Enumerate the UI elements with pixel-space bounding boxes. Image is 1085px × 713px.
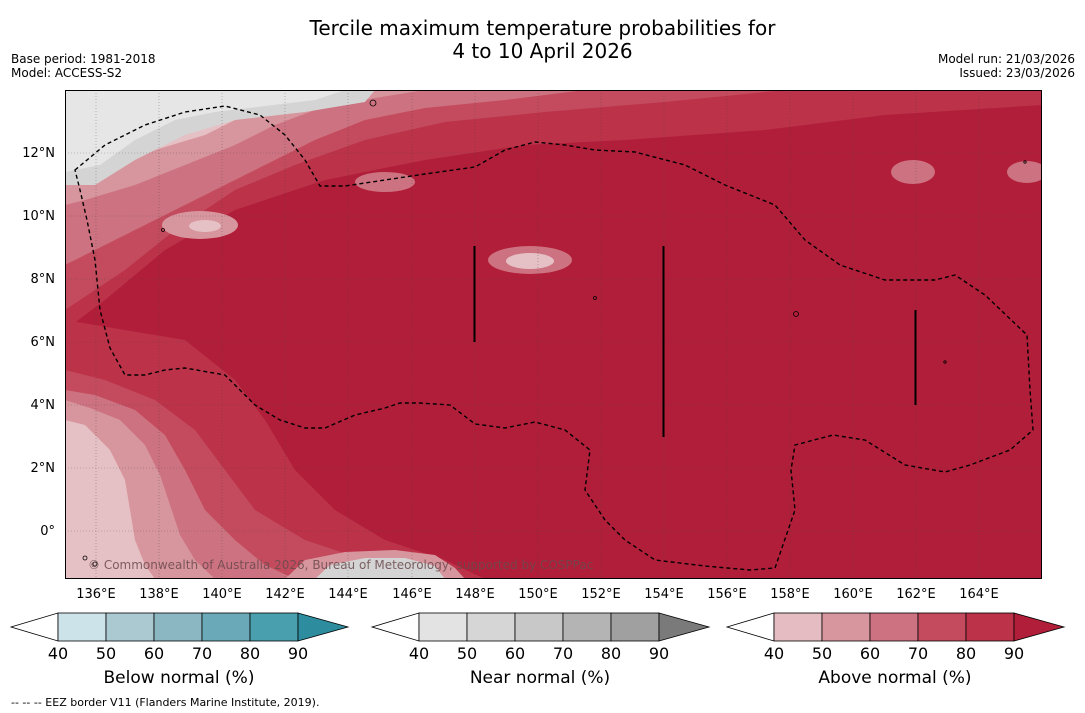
model-label: Model: ACCESS-S2 bbox=[11, 66, 123, 80]
colorbar-above-tick: 70 bbox=[907, 644, 929, 663]
copyright-notice: © Commonwealth of Australia 2026, Bureau… bbox=[88, 558, 594, 572]
base-period-label: Base period: 1981-2018 bbox=[11, 52, 156, 66]
colorbar-above-title: Above normal (%) bbox=[818, 668, 972, 688]
lon-label-148e: 148°E bbox=[455, 587, 495, 602]
colorbar-near-tick: 60 bbox=[504, 644, 526, 663]
map-graticule bbox=[65, 90, 1042, 579]
colorbar-near-lower-extend bbox=[371, 612, 420, 642]
lon-label-160e: 160°E bbox=[833, 587, 873, 602]
colorbar-near-title: Near normal (%) bbox=[469, 668, 611, 688]
lon-label-152e: 152°E bbox=[581, 587, 621, 602]
eez-border-footnote: -- -- -- EEZ border V11 (Flanders Marine… bbox=[11, 696, 320, 709]
lon-label-140e: 140°E bbox=[202, 587, 242, 602]
lat-label-6n: 6°N bbox=[30, 335, 56, 350]
colorbar-below-tick: 60 bbox=[143, 644, 165, 663]
lon-label-164e: 164°E bbox=[959, 587, 999, 602]
colorbar-below-tick: 40 bbox=[47, 644, 69, 663]
colorbar-below-normal bbox=[10, 612, 350, 642]
colorbar-above-tick: 50 bbox=[811, 644, 833, 663]
lat-label-4n: 4°N bbox=[30, 398, 56, 413]
colorbar-near-tick: 50 bbox=[456, 644, 478, 663]
colorbar-above-upper-extend bbox=[1013, 612, 1066, 642]
above-normal-40-band-southwest bbox=[65, 420, 155, 579]
colorbar-above-normal bbox=[726, 612, 1066, 642]
map-title-line-2: 4 to 10 April 2026 bbox=[452, 39, 633, 63]
colorbar-above-tick: 40 bbox=[763, 644, 785, 663]
lon-label-136e: 136°E bbox=[76, 587, 116, 602]
lat-label-8n: 8°N bbox=[30, 272, 56, 287]
lon-label-138e: 138°E bbox=[139, 587, 179, 602]
eez-border-palau-fsm bbox=[74, 105, 1034, 571]
colorbar-above-tick: 80 bbox=[955, 644, 977, 663]
lon-label-150e: 150°E bbox=[518, 587, 558, 602]
colorbar-below-tick: 50 bbox=[95, 644, 117, 663]
colorbar-below-title: Below normal (%) bbox=[103, 668, 255, 688]
near-normal-core-north bbox=[65, 90, 345, 172]
colorbar-below-upper-extend bbox=[297, 612, 350, 642]
lon-label-144e: 144°E bbox=[328, 587, 368, 602]
lon-label-162e: 162°E bbox=[896, 587, 936, 602]
lon-label-154e: 154°E bbox=[644, 587, 684, 602]
lon-label-158e: 158°E bbox=[770, 587, 810, 602]
lon-label-146e: 146°E bbox=[392, 587, 432, 602]
above-normal-blob-near-149e-8n-core bbox=[506, 253, 554, 269]
above-normal-blob-near-165e-11n bbox=[1007, 161, 1042, 183]
lat-label-2n: 2°N bbox=[30, 461, 56, 476]
colorbar-near-tick: 40 bbox=[408, 644, 430, 663]
colorbar-near-tick: 80 bbox=[600, 644, 622, 663]
colorbar-near-tick: 70 bbox=[552, 644, 574, 663]
issued-label: Issued: 23/03/2026 bbox=[959, 66, 1075, 80]
lat-label-0: 0° bbox=[40, 524, 55, 539]
colorbar-below-tick: 80 bbox=[239, 644, 261, 663]
model-run-label: Model run: 21/03/2026 bbox=[937, 52, 1075, 66]
colorbar-near-normal bbox=[371, 612, 711, 642]
colorbar-above-tick: 90 bbox=[1003, 644, 1025, 663]
lat-label-10n: 10°N bbox=[22, 209, 55, 224]
lon-label-142e: 142°E bbox=[265, 587, 305, 602]
above-normal-blob-near-140e-10n-core bbox=[189, 220, 221, 232]
lon-label-156e: 156°E bbox=[707, 587, 747, 602]
colorbar-near-tick: 90 bbox=[648, 644, 670, 663]
colorbar-below-lower-extend bbox=[10, 612, 59, 642]
colorbar-above-lower-extend bbox=[726, 612, 775, 642]
above-normal-blob-near-162e-11n bbox=[891, 160, 935, 184]
colorbar-near-upper-extend bbox=[658, 612, 711, 642]
colorbar-below-tick: 90 bbox=[287, 644, 309, 663]
map-title-line-1: Tercile maximum temperature probabilitie… bbox=[309, 16, 776, 40]
probability-map bbox=[65, 90, 1042, 579]
island-markers bbox=[82, 99, 1027, 567]
colorbar-below-tick: 70 bbox=[191, 644, 213, 663]
colorbar-above-tick: 60 bbox=[859, 644, 881, 663]
lat-label-12n: 12°N bbox=[22, 146, 55, 161]
near-normal-band-south bbox=[315, 558, 445, 579]
above-normal-blob-near-145e-11n bbox=[355, 172, 415, 192]
